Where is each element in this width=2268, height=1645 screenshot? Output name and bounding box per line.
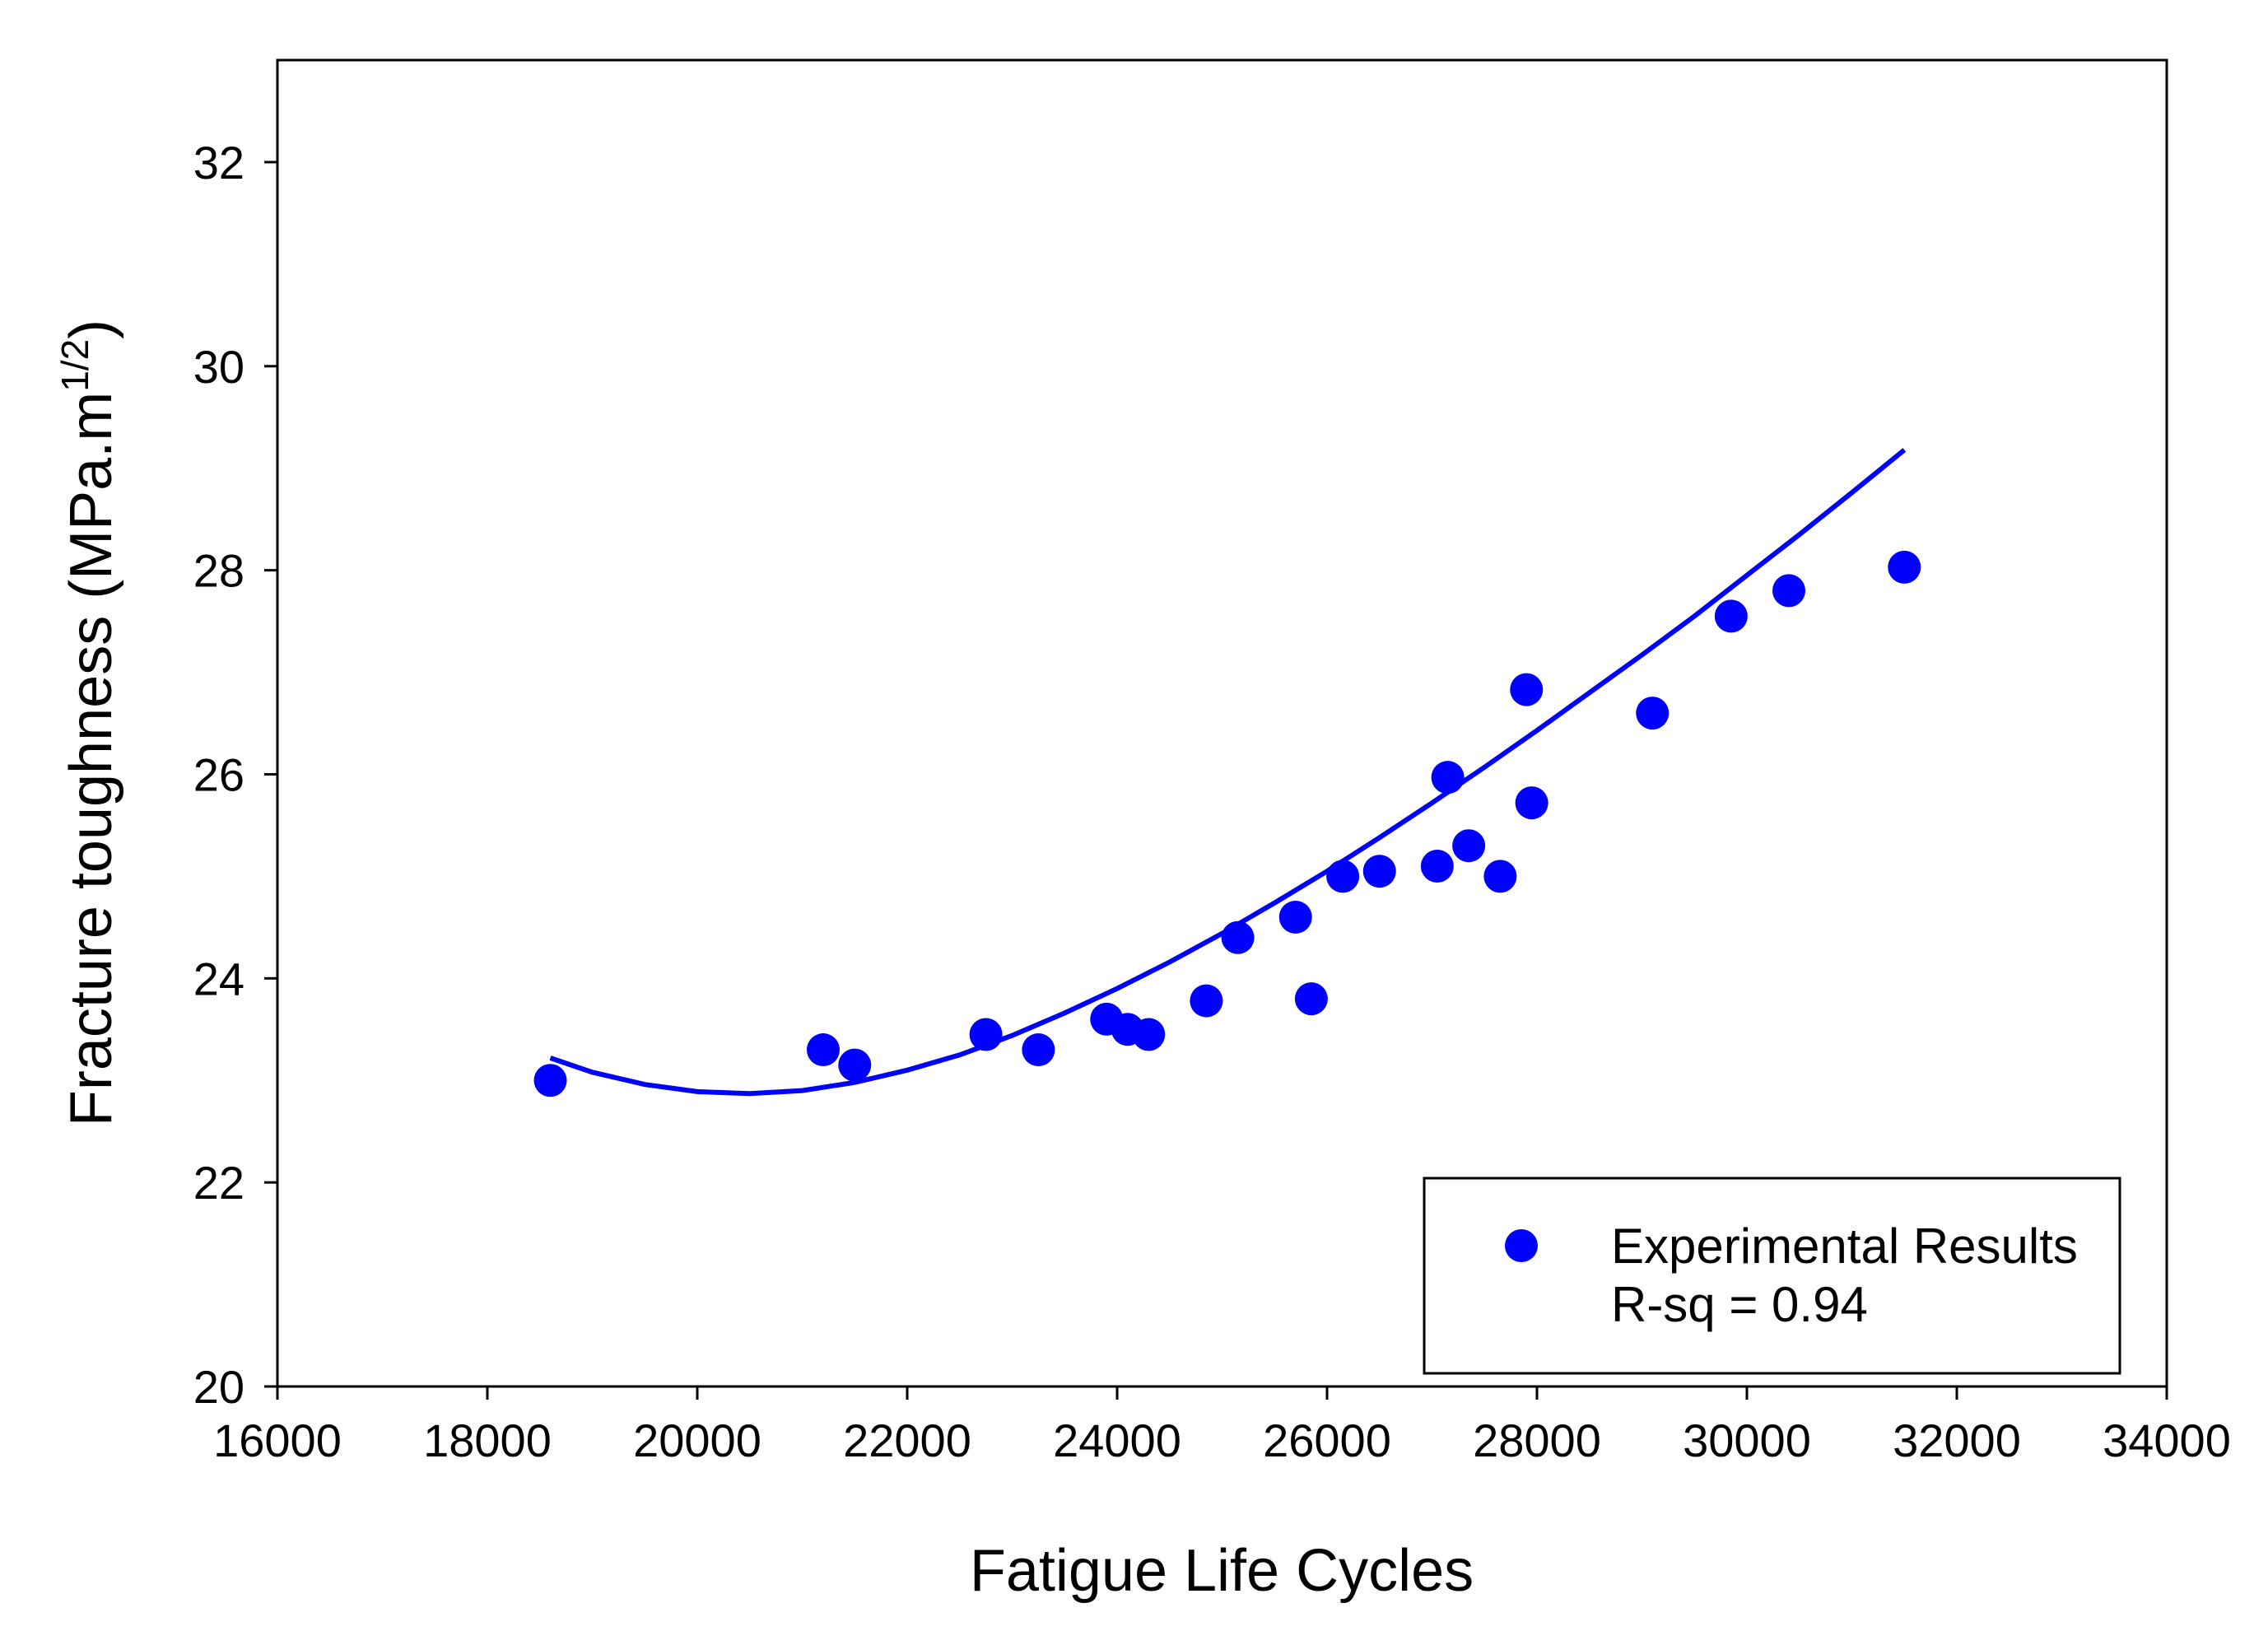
- y-axis-title-close: ): [58, 319, 124, 339]
- y-tick-label: 30: [193, 341, 244, 393]
- x-tick-label: 26000: [1263, 1414, 1391, 1466]
- data-point: [1420, 849, 1454, 883]
- data-point: [1515, 786, 1548, 820]
- data-point: [533, 1064, 567, 1097]
- data-point: [969, 1018, 1003, 1051]
- legend-box: [1423, 1177, 2121, 1375]
- data-point: [1022, 1033, 1055, 1067]
- x-tick-label: 28000: [1473, 1414, 1601, 1466]
- y-tick-label: 24: [193, 953, 244, 1004]
- data-point: [1132, 1018, 1166, 1051]
- data-point: [1278, 900, 1312, 934]
- series-layer: [533, 448, 1921, 1097]
- data-point: [1636, 697, 1670, 730]
- x-axis-title: Fatigue Life Cycles: [970, 1538, 1474, 1604]
- data-point: [1888, 550, 1921, 584]
- legend: Experimental Results R-sq = 0.94: [1423, 1177, 2121, 1375]
- y-axis-title-superscript: 1/2: [54, 339, 96, 392]
- x-tick-label: 32000: [1893, 1414, 2021, 1466]
- data-point: [838, 1048, 872, 1082]
- data-point: [1483, 860, 1517, 893]
- y-axis-title-main: Fracture toughness (MPa.m: [58, 392, 124, 1126]
- y-tick-label: 26: [193, 748, 244, 800]
- data-point: [1190, 984, 1223, 1018]
- y-tick-label: 20: [193, 1361, 244, 1413]
- x-tick-label: 34000: [2103, 1414, 2231, 1466]
- y-axis-title: Fracture toughness (MPa.m1/2): [54, 319, 124, 1126]
- data-point: [1510, 673, 1544, 706]
- x-tick-label: 20000: [633, 1414, 761, 1466]
- x-tick-label: 24000: [1053, 1414, 1181, 1466]
- x-tick-label: 30000: [1683, 1414, 1811, 1466]
- data-point: [1772, 574, 1805, 608]
- y-tick-label: 28: [193, 545, 244, 597]
- legend-entry-series: Experimental Results: [1611, 1219, 2078, 1274]
- data-point: [1714, 599, 1748, 633]
- legend-marker: [1505, 1229, 1538, 1262]
- data-point: [807, 1033, 840, 1067]
- y-tick-label: 32: [193, 137, 244, 189]
- y-tick-label: 22: [193, 1157, 244, 1209]
- x-tick-label: 16000: [213, 1414, 342, 1466]
- data-point: [1326, 860, 1360, 893]
- y-axis: 20 22 24 26 28 30 32: [193, 137, 277, 1413]
- legend-entry-rsq: R-sq = 0.94: [1611, 1277, 1868, 1332]
- data-point: [1221, 920, 1255, 954]
- x-tick-label: 22000: [843, 1414, 971, 1466]
- plot-area-frame: [276, 58, 2168, 1388]
- data-point: [1362, 855, 1396, 888]
- data-point: [1294, 982, 1328, 1016]
- x-tick-label: 18000: [423, 1414, 552, 1466]
- data-point: [1431, 761, 1465, 795]
- x-axis: 16000 18000 20000 22000 24000 26000 28000 30000…: [213, 1386, 2231, 1466]
- data-point: [1452, 829, 1486, 863]
